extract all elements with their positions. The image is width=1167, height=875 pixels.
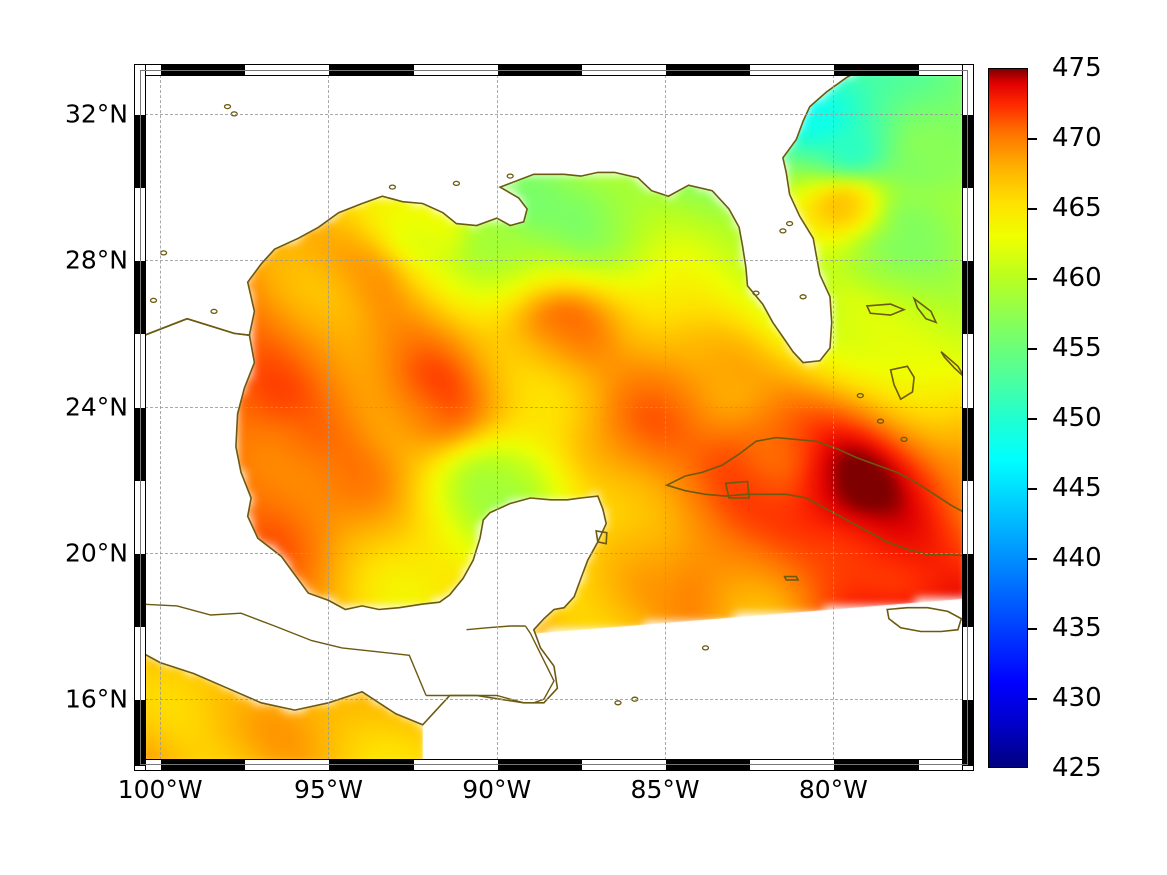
colorbar-tickmark xyxy=(1028,698,1037,700)
y-ticklabel-24n: 24°N xyxy=(64,392,128,422)
colorbar-ticklabel-470: 470 xyxy=(1052,123,1102,153)
gridline-lat-24 xyxy=(140,406,968,408)
frame-segment xyxy=(666,65,751,75)
colorbar-ticklabel-465: 465 xyxy=(1052,193,1102,223)
frame-segment xyxy=(497,760,582,770)
frame-segment xyxy=(135,553,145,627)
frame-segment xyxy=(834,65,919,75)
frame-segment xyxy=(135,407,145,481)
colorbar-ticklabel-450: 450 xyxy=(1052,403,1102,433)
colorbar-ticklabel-435: 435 xyxy=(1052,613,1102,643)
frame-segment xyxy=(963,553,973,627)
colorbar-tickmark xyxy=(1028,418,1037,420)
map-frame-right xyxy=(962,64,974,771)
x-ticklabel-80w: 80°W xyxy=(798,775,868,804)
colorbar-tickmark xyxy=(1028,488,1037,490)
colorbar-ticklabel-475: 475 xyxy=(1052,53,1102,83)
frame-segment xyxy=(161,65,246,75)
colorbar-tickmark xyxy=(1028,208,1037,210)
frame-segment xyxy=(834,760,919,770)
colorbar-ticklabel-455: 455 xyxy=(1052,333,1102,363)
map-frame-left xyxy=(134,64,146,771)
gridline-lon-95 xyxy=(328,70,330,765)
map-frame-top xyxy=(134,64,974,76)
y-ticklabel-20n: 20°N xyxy=(64,538,128,568)
gridline-lat-16 xyxy=(140,699,968,701)
gridline-lat-32 xyxy=(140,113,968,115)
y-ticklabel-32n: 32°N xyxy=(64,99,128,129)
frame-segment xyxy=(963,114,973,189)
frame-segment xyxy=(666,760,751,770)
data-field-heatmap xyxy=(140,70,968,765)
colorbar-tickmark xyxy=(1028,278,1037,280)
gridline-lon-80 xyxy=(833,70,835,765)
frame-segment xyxy=(135,261,145,335)
x-ticklabel-90w: 90°W xyxy=(462,775,532,804)
colorbar-tickmark xyxy=(1028,558,1037,560)
frame-segment xyxy=(963,407,973,481)
frame-segment xyxy=(963,261,973,335)
colorbar-tickmark xyxy=(1028,138,1037,140)
gridline-lon-100 xyxy=(160,70,162,765)
frame-segment xyxy=(161,760,246,770)
colorbar-ticklabel-425: 425 xyxy=(1052,753,1102,783)
x-ticklabel-100w: 100°W xyxy=(117,775,203,804)
gridline-lat-28 xyxy=(140,260,968,262)
colorbar-gradient xyxy=(989,69,1027,767)
frame-segment xyxy=(135,114,145,189)
gridline-lon-90 xyxy=(496,70,498,765)
map-axes[interactable] xyxy=(140,70,968,765)
frame-segment xyxy=(329,760,414,770)
frame-segment xyxy=(329,65,414,75)
y-ticklabel-16n: 16°N xyxy=(64,684,128,714)
frame-segment xyxy=(497,65,582,75)
frame-segment xyxy=(963,700,973,766)
gridline-lat-20 xyxy=(140,552,968,554)
colorbar-ticklabel-440: 440 xyxy=(1052,543,1102,573)
colorbar-ticklabel-430: 430 xyxy=(1052,683,1102,713)
y-ticklabel-28n: 28°N xyxy=(64,245,128,275)
map-frame-bottom xyxy=(134,759,974,771)
colorbar[interactable] xyxy=(988,68,1028,768)
frame-segment xyxy=(135,700,145,766)
colorbar-ticklabel-445: 445 xyxy=(1052,473,1102,503)
colorbar-tickmark xyxy=(1028,628,1037,630)
x-ticklabel-95w: 95°W xyxy=(293,775,363,804)
x-ticklabel-85w: 85°W xyxy=(630,775,700,804)
colorbar-ticklabel-460: 460 xyxy=(1052,263,1102,293)
gridline-lon-85 xyxy=(665,70,667,765)
colorbar-tickmark xyxy=(1028,348,1037,350)
